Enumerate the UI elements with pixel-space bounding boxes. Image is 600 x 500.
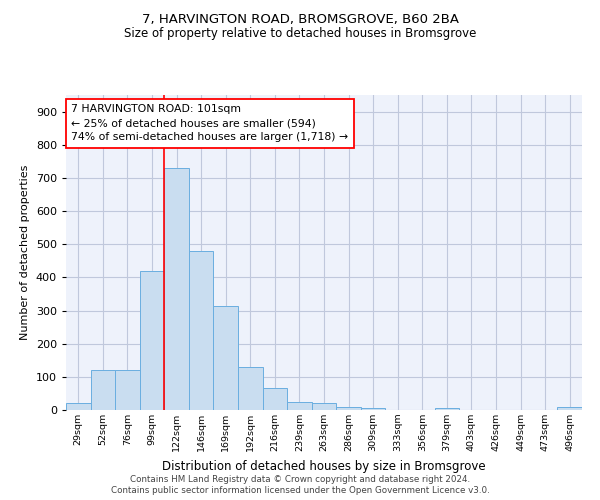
Bar bbox=[238, 367, 263, 410]
Text: 7, HARVINGTON ROAD, BROMSGROVE, B60 2BA: 7, HARVINGTON ROAD, BROMSGROVE, B60 2BA bbox=[142, 12, 458, 26]
Bar bbox=[115, 370, 140, 410]
Bar bbox=[214, 306, 238, 410]
Text: Size of property relative to detached houses in Bromsgrove: Size of property relative to detached ho… bbox=[124, 28, 476, 40]
Bar bbox=[312, 404, 336, 410]
Bar bbox=[91, 370, 115, 410]
Bar bbox=[189, 251, 214, 410]
Bar bbox=[140, 270, 164, 410]
Y-axis label: Number of detached properties: Number of detached properties bbox=[20, 165, 30, 340]
Bar bbox=[66, 404, 91, 410]
Text: Contains HM Land Registry data © Crown copyright and database right 2024.: Contains HM Land Registry data © Crown c… bbox=[130, 475, 470, 484]
Text: Contains public sector information licensed under the Open Government Licence v3: Contains public sector information licen… bbox=[110, 486, 490, 495]
Bar bbox=[361, 408, 385, 410]
Bar bbox=[336, 406, 361, 410]
Bar bbox=[557, 408, 582, 410]
Text: 7 HARVINGTON ROAD: 101sqm
← 25% of detached houses are smaller (594)
74% of semi: 7 HARVINGTON ROAD: 101sqm ← 25% of detac… bbox=[71, 104, 348, 142]
Bar bbox=[164, 168, 189, 410]
Bar bbox=[287, 402, 312, 410]
Bar bbox=[434, 408, 459, 410]
X-axis label: Distribution of detached houses by size in Bromsgrove: Distribution of detached houses by size … bbox=[162, 460, 486, 472]
Bar bbox=[263, 388, 287, 410]
